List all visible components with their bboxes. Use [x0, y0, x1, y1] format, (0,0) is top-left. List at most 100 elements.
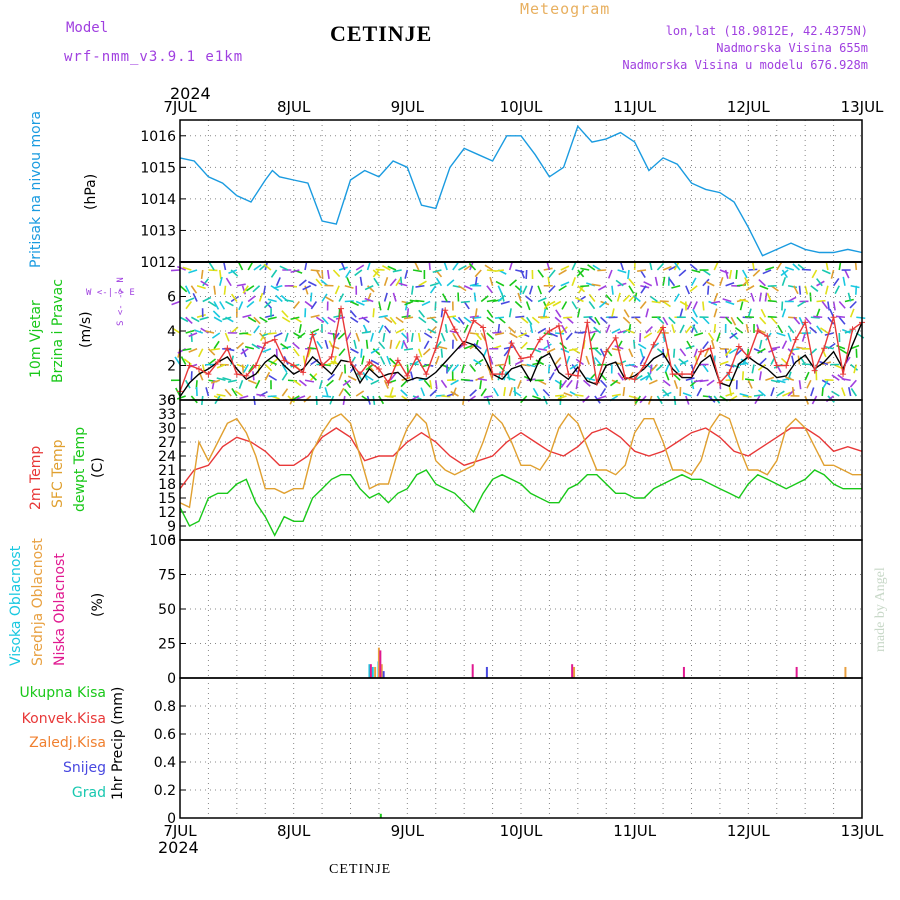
wind-barb: [400, 389, 408, 397]
wind-barb: [757, 348, 766, 354]
wind-barb: [184, 285, 191, 295]
wind-barb: [756, 328, 766, 334]
wind-barb: [751, 364, 755, 374]
wind-barb: [378, 324, 384, 334]
wind-barb: [617, 269, 627, 274]
wind-barb: [815, 308, 821, 318]
wind-barb: [267, 332, 277, 335]
wind-barb: [200, 327, 209, 334]
wind-barb: [816, 278, 823, 287]
wind-barb: [457, 316, 465, 325]
wind-barb: [577, 308, 581, 318]
wind-barb: [372, 269, 380, 278]
wind-barb: [781, 340, 788, 350]
wind-barb: [188, 332, 198, 338]
wind-barb: [678, 269, 687, 277]
wind-barb: [668, 316, 676, 325]
wind-barb: [622, 316, 631, 325]
gust-marker: [214, 359, 221, 366]
wind-barb: [228, 269, 238, 275]
wind-barb: [838, 348, 848, 355]
wind-barb: [364, 297, 374, 303]
wind-barb: [242, 285, 249, 294]
wind-barb: [598, 300, 607, 308]
bar: [368, 664, 371, 678]
wind-barb: [560, 265, 570, 271]
wind-barb: [767, 299, 777, 303]
wind-barb: [707, 332, 715, 341]
wind-barb: [495, 280, 505, 287]
time-tick-bottom: 13JUL: [841, 822, 884, 840]
wind-barb: [722, 298, 732, 303]
wind-barb: [690, 364, 695, 374]
wind-barb: [611, 308, 615, 318]
gust-marker: [328, 353, 335, 360]
wind-barb: [404, 300, 414, 306]
wind-barb: [296, 395, 306, 400]
wind-barb: [379, 356, 386, 365]
wind-barb: [725, 363, 735, 368]
wind-barb: [827, 395, 835, 403]
wind-barb: [580, 284, 590, 288]
wind-barb: [208, 261, 215, 271]
wind-barb: [494, 269, 505, 272]
wind-barb: [835, 315, 846, 319]
gust-marker: [660, 324, 667, 331]
wind-barb: [458, 264, 467, 271]
wind-barb: [821, 386, 824, 397]
wind-barb: [558, 285, 567, 292]
wind-barb: [241, 348, 247, 358]
wind-barb: [587, 264, 596, 271]
wind-barb: [188, 348, 198, 353]
wind-barb: [309, 373, 317, 381]
temperature-panel: [179, 399, 863, 541]
gust-marker: [394, 357, 401, 364]
wind-barb: [747, 308, 752, 318]
wind-barb: [383, 276, 389, 287]
wind-barb: [647, 371, 653, 381]
wind-barb: [225, 277, 232, 287]
wind-barb: [298, 279, 307, 287]
wind-barb: [196, 284, 206, 290]
wind-barb: [216, 393, 226, 397]
wind-barb: [793, 285, 799, 295]
wind-barb: [640, 285, 647, 294]
ytick-label: 1012: [140, 255, 176, 271]
wind-barb: [801, 363, 811, 366]
wind-barb: [724, 269, 729, 279]
wind-barb: [486, 316, 495, 324]
wind-barb: [475, 358, 484, 366]
wind-barb: [734, 327, 744, 334]
wind-barb: [614, 345, 624, 350]
wind-barb: [382, 264, 391, 271]
gust-marker: [319, 362, 326, 369]
wind-barb: [759, 357, 767, 366]
gust-marker: [252, 362, 259, 369]
bar: [471, 664, 474, 678]
wind-barb: [207, 348, 216, 356]
wind-barb: [382, 332, 386, 343]
wind-barb: [429, 389, 438, 397]
gust-marker: [442, 307, 449, 314]
wind-barb: [190, 371, 193, 381]
wind-barb: [752, 269, 761, 277]
wind-barb: [524, 295, 533, 303]
ytick-label: 0.6: [154, 727, 176, 743]
wind-barb: [422, 348, 431, 356]
wind-barb: [639, 356, 646, 365]
wind-barb: [185, 297, 195, 303]
wind-barb: [537, 327, 547, 334]
wind-barb: [435, 277, 443, 287]
wind-barb: [212, 310, 221, 318]
wind-barb: [728, 269, 733, 279]
gust-marker: [754, 328, 761, 334]
wind-barb: [254, 379, 261, 389]
wind-barb: [767, 315, 777, 319]
wind-barb: [281, 316, 291, 323]
time-tick-top: 10JUL: [500, 98, 543, 116]
wind-barb: [849, 379, 857, 388]
wind-barb: [387, 301, 392, 311]
time-tick-top: 12JUL: [727, 98, 770, 116]
wind-barb: [719, 276, 724, 287]
wind-barb: [238, 379, 244, 389]
